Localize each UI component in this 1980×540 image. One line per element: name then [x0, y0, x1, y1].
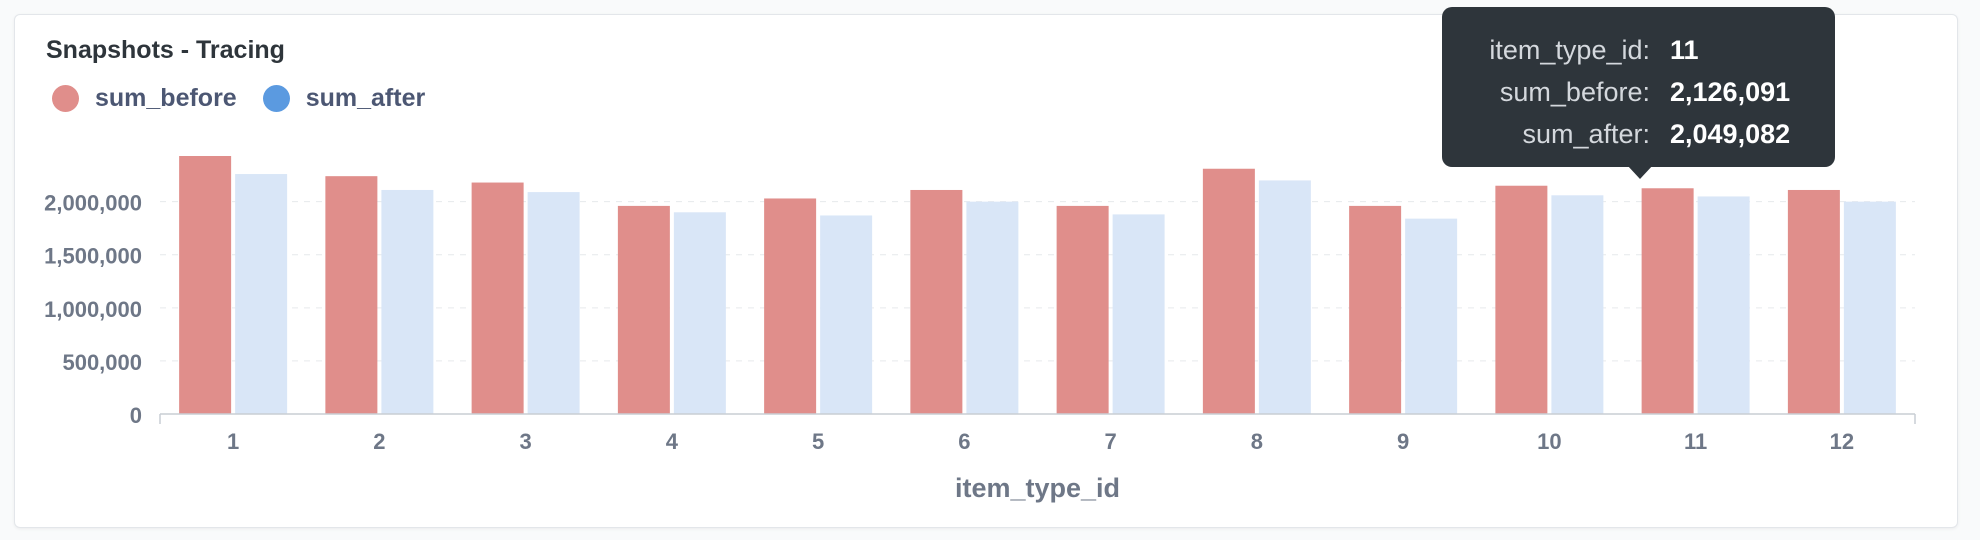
tooltip-row-item-type-id: item_type_id: 11: [1442, 35, 1835, 75]
tooltip-row-sum-before: sum_before: 2,126,091: [1442, 77, 1835, 117]
bar-sum_before-4[interactable]: [617, 205, 670, 414]
legend-swatch-sum-before: [52, 85, 79, 112]
gridlines: [160, 201, 1915, 362]
x-tick-label: 3: [520, 429, 532, 454]
x-tick-label: 2: [373, 429, 385, 454]
tooltip: item_type_id: 11 sum_before: 2,126,091 s…: [1442, 7, 1835, 167]
bars: [179, 156, 1896, 414]
y-tick-label: 2,000,000: [44, 191, 142, 216]
tooltip-arrow: [1627, 165, 1653, 179]
tooltip-key: item_type_id:: [1489, 35, 1650, 65]
bar-sum_after-6[interactable]: [966, 201, 1019, 414]
legend-label-sum-before: sum_before: [95, 84, 237, 112]
tooltip-row-sum-after: sum_after: 2,049,082: [1442, 119, 1835, 159]
bar-sum_before-7[interactable]: [1056, 205, 1109, 414]
bar-sum_before-3[interactable]: [471, 182, 524, 414]
x-tick-label: 7: [1105, 429, 1117, 454]
bar-sum_after-5[interactable]: [820, 215, 873, 414]
bar-sum_after-11[interactable]: [1697, 196, 1750, 414]
x-tick-label: 6: [958, 429, 970, 454]
legend-item-sum-after[interactable]: sum_after: [262, 84, 426, 113]
bar-sum_after-3[interactable]: [527, 192, 580, 414]
x-tick-label: 4: [666, 429, 679, 454]
tooltip-value: 11: [1670, 35, 1699, 65]
legend-swatch-sum-after: [262, 85, 290, 112]
y-tick-label: 0: [130, 403, 142, 428]
x-tick-label: 9: [1397, 429, 1409, 454]
y-tick-label: 1,500,000: [44, 244, 142, 269]
x-tick-label: 5: [812, 429, 824, 454]
bar-sum_before-10[interactable]: [1495, 185, 1548, 414]
y-axis-ticks: 0 500,000 1,000,000 1,500,000 2,000,000: [44, 191, 142, 428]
y-tick-label: 500,000: [62, 350, 142, 375]
bar-sum_before-9[interactable]: [1349, 205, 1402, 414]
tooltip-value: 2,049,082: [1670, 119, 1791, 149]
bar-sum_after-8[interactable]: [1258, 180, 1311, 414]
x-axis-ticks: 1 2 3 4 5 6 7 8 9 10 11 12: [159, 414, 1916, 454]
legend-label-sum-after: sum_after: [305, 84, 426, 112]
bar-sum_after-2[interactable]: [381, 189, 434, 414]
bar-sum_before-6[interactable]: [910, 189, 963, 414]
bar-sum_before-8[interactable]: [1202, 168, 1255, 414]
bar-sum_after-4[interactable]: [673, 212, 726, 414]
y-tick-label: 1,000,000: [44, 297, 142, 322]
bar-sum_after-12[interactable]: [1843, 201, 1896, 414]
bar-sum_after-7[interactable]: [1112, 214, 1165, 414]
tooltip-key: sum_before:: [1499, 77, 1650, 107]
x-tick-label: 1: [227, 429, 239, 454]
legend-item-sum-before[interactable]: sum_before: [52, 84, 237, 113]
x-axis-title: item_type_id: [955, 473, 1120, 503]
bar-sum_after-1[interactable]: [235, 174, 288, 414]
bar-sum_after-9[interactable]: [1405, 218, 1458, 414]
x-tick-label: 11: [1684, 429, 1707, 454]
chart-title[interactable]: Snapshots - Tracing: [46, 36, 285, 64]
tooltip-key: sum_after:: [1522, 119, 1650, 149]
x-tick-label: 8: [1251, 429, 1263, 454]
bar-sum_before-12[interactable]: [1787, 189, 1840, 414]
bar-sum_before-5[interactable]: [764, 198, 817, 414]
legend: sum_before sum_after: [52, 84, 451, 113]
tooltip-value: 2,126,091: [1670, 77, 1791, 107]
bar-sum_before-1[interactable]: [179, 156, 232, 414]
bar-sum_before-11[interactable]: [1641, 188, 1694, 414]
x-tick-label: 10: [1537, 429, 1561, 454]
bar-sum_after-10[interactable]: [1551, 195, 1604, 414]
x-tick-label: 12: [1830, 429, 1854, 454]
bar-sum_before-2[interactable]: [325, 176, 378, 414]
